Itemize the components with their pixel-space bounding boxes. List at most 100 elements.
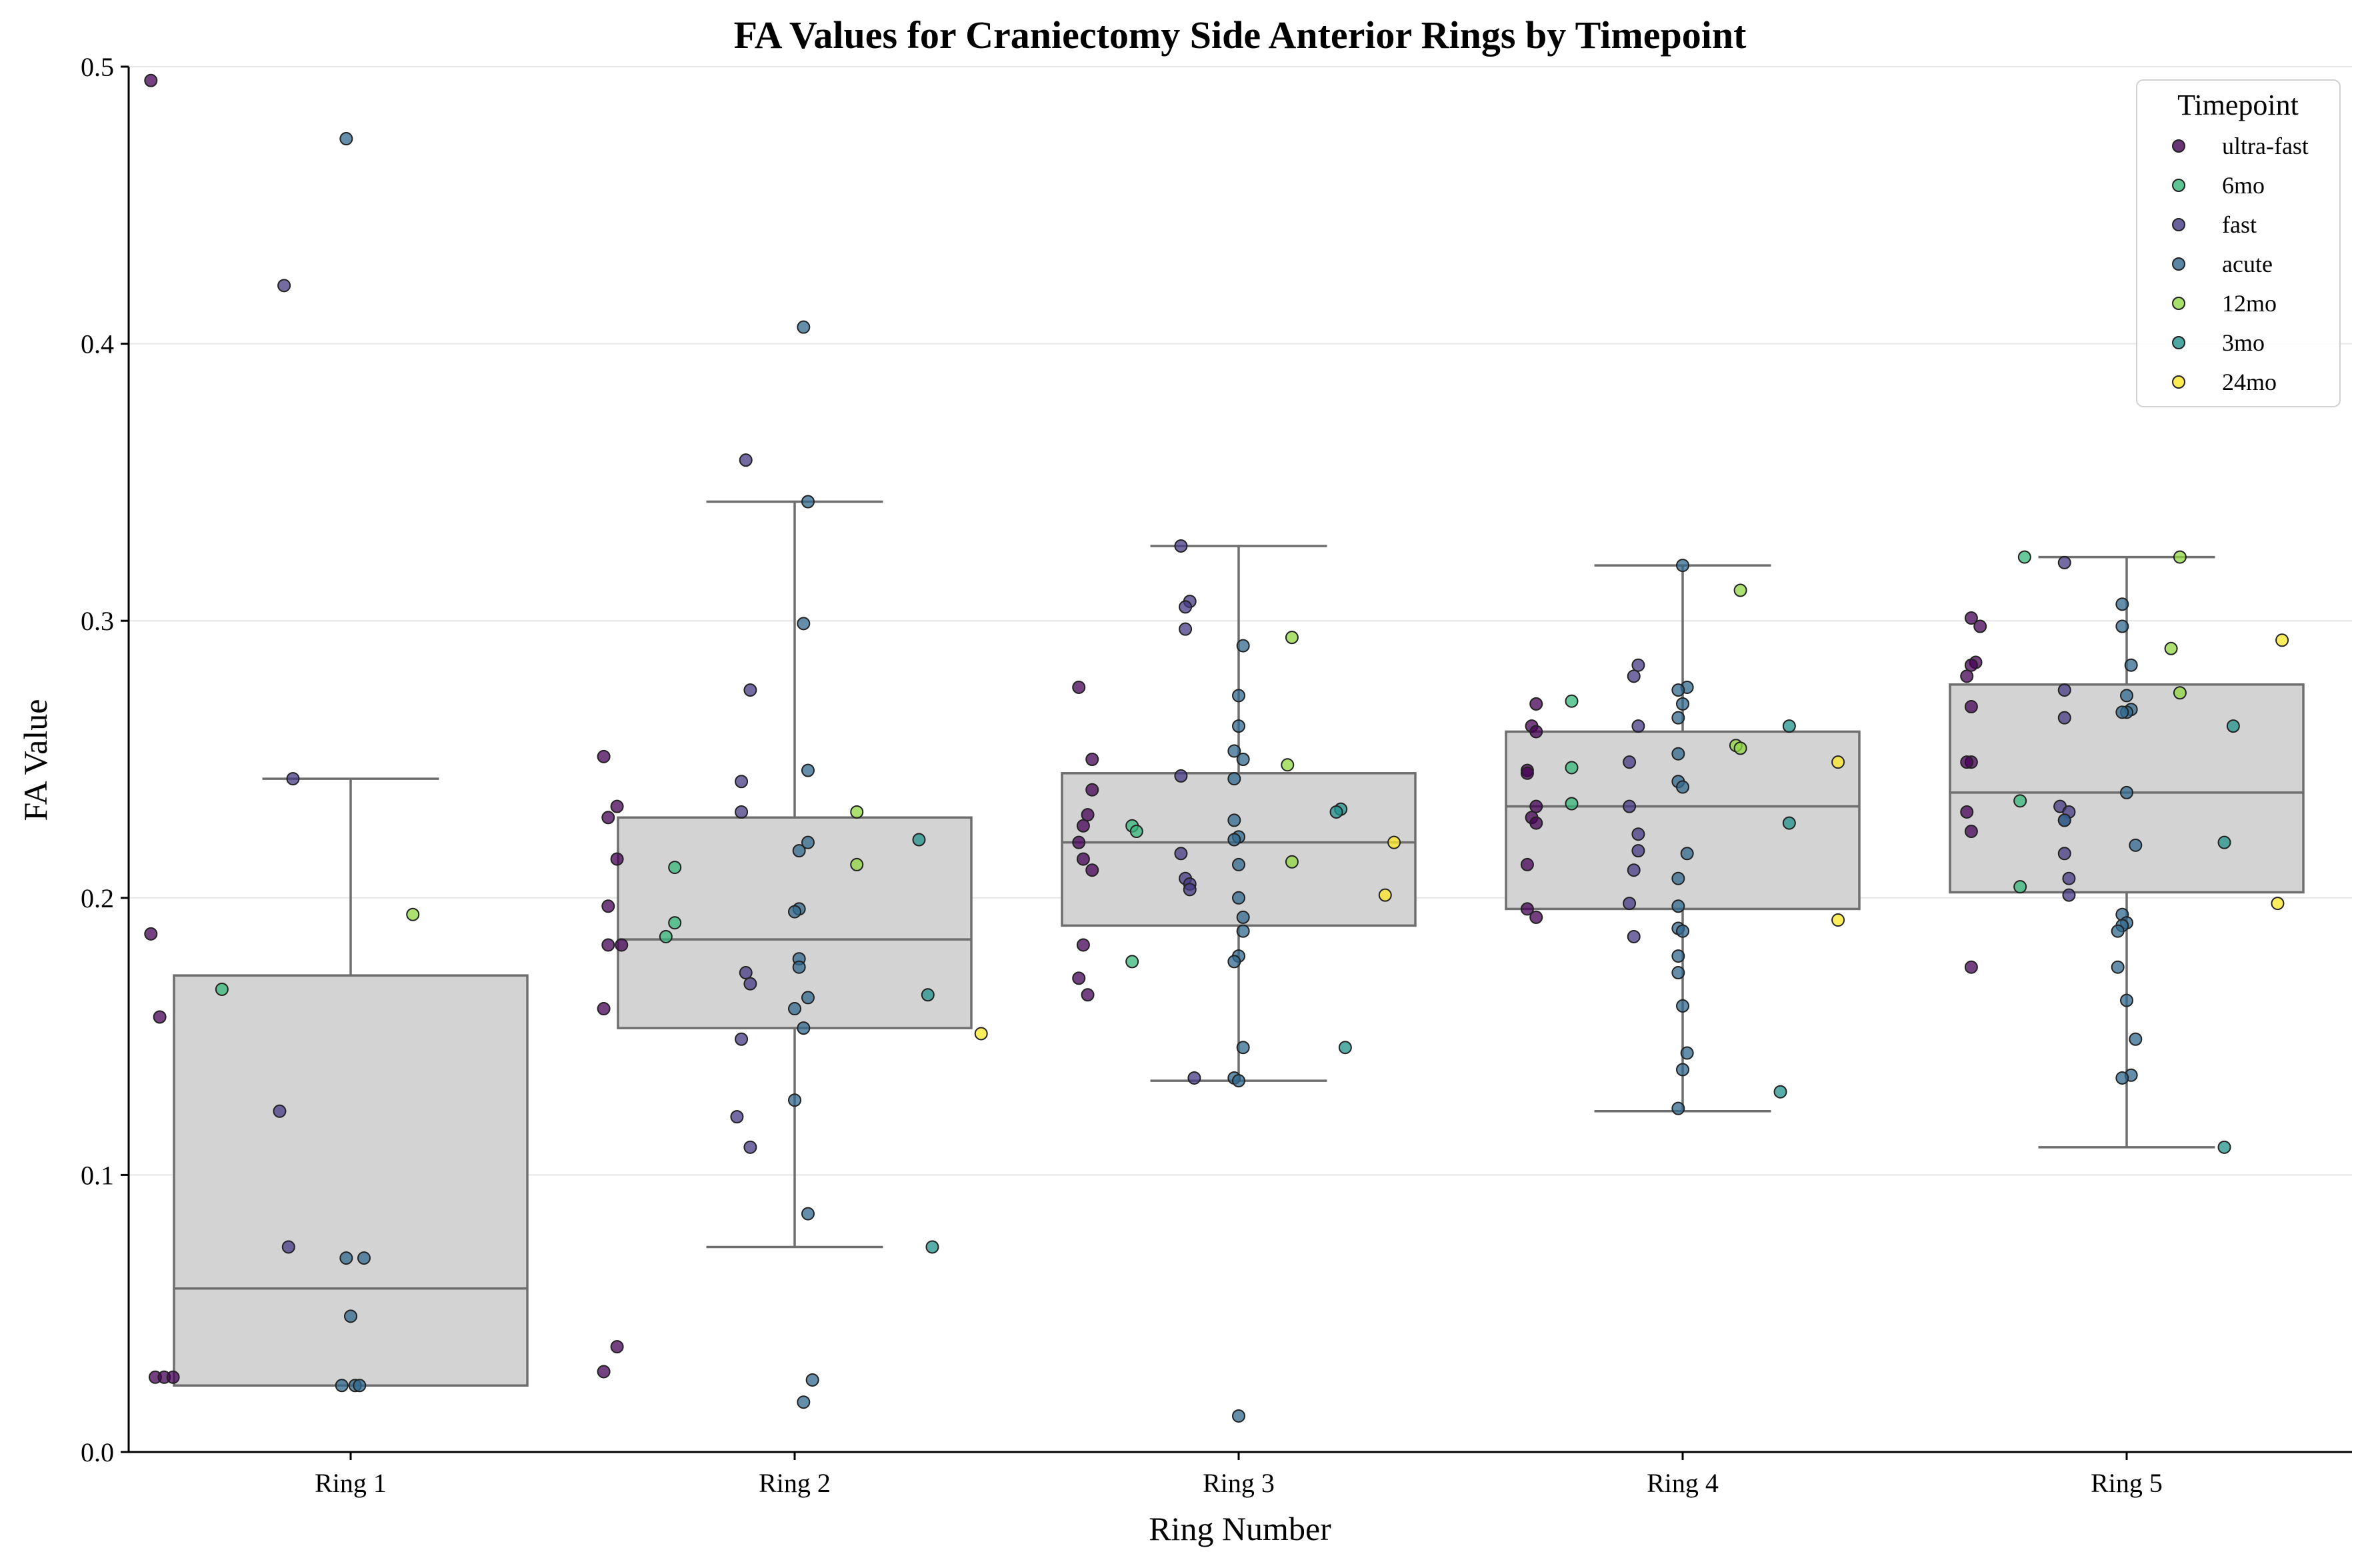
- data-point-ultra-fast: [601, 899, 615, 913]
- legend-entry: fast: [2172, 211, 2257, 238]
- y-tick-label: 0.2: [81, 883, 114, 913]
- data-point-acute: [797, 617, 811, 631]
- y-tick-label: 0.0: [81, 1437, 114, 1467]
- legend-marker: [2172, 179, 2185, 192]
- data-point-3mo: [1329, 805, 1343, 819]
- data-point-3mo: [1773, 1085, 1787, 1099]
- data-point-3mo: [1782, 719, 1796, 733]
- legend-label: 3mo: [2222, 329, 2265, 356]
- data-point-ultra-fast: [1076, 819, 1090, 833]
- data-point-fast: [1631, 719, 1645, 733]
- data-point-24mo: [1378, 888, 1392, 902]
- data-point-ultra-fast: [610, 852, 624, 866]
- data-point-ultra-fast: [1529, 910, 1543, 924]
- data-point-acute: [1671, 899, 1685, 913]
- data-point-acute: [801, 1207, 815, 1221]
- data-point-12mo: [1285, 631, 1299, 645]
- data-point-acute: [1232, 891, 1245, 905]
- data-point-fast: [2057, 711, 2071, 725]
- data-point-24mo: [2271, 897, 2285, 911]
- data-point-12mo: [2173, 686, 2187, 700]
- data-point-3mo: [912, 833, 926, 847]
- data-point-6mo: [1565, 694, 1579, 708]
- x-tick-label: Ring 4: [1647, 1468, 1719, 1498]
- box-3: [1061, 545, 1417, 1082]
- data-point-acute: [792, 960, 806, 974]
- legend-marker: [2172, 336, 2185, 349]
- data-point-ultra-fast: [1085, 783, 1099, 797]
- data-point-acute: [2115, 619, 2129, 633]
- data-point-ultra-fast: [1520, 902, 1534, 916]
- data-point-acute: [805, 1373, 819, 1387]
- data-point-24mo: [1831, 913, 1845, 927]
- data-point-fast: [735, 805, 749, 819]
- data-point-acute: [1232, 719, 1245, 733]
- data-point-ultra-fast: [1081, 808, 1095, 822]
- data-point-12mo: [850, 805, 864, 819]
- data-point-acute: [2129, 838, 2143, 852]
- data-point-24mo: [1387, 835, 1401, 849]
- data-point-acute: [2115, 705, 2129, 719]
- legend-entry: 12mo: [2172, 290, 2277, 317]
- data-point-acute: [1232, 1409, 1245, 1423]
- data-point-ultra-fast: [1960, 669, 1974, 683]
- data-point-6mo: [659, 929, 673, 943]
- data-point-acute: [1680, 1046, 1694, 1060]
- data-point-acute: [1227, 813, 1241, 827]
- data-point-fast: [739, 453, 753, 467]
- data-point-acute: [1671, 949, 1685, 963]
- x-tick-label: Ring 2: [759, 1468, 831, 1498]
- data-point-ultra-fast: [1964, 611, 1978, 625]
- legend-marker: [2172, 375, 2185, 389]
- data-point-fast: [1179, 622, 1193, 636]
- data-point-fast: [2062, 888, 2076, 902]
- legend-label: 24mo: [2222, 369, 2277, 395]
- data-point-ultra-fast: [1072, 835, 1086, 849]
- data-point-fast: [1187, 1071, 1201, 1085]
- data-point-12mo: [1733, 741, 1747, 755]
- boxes: [173, 500, 2305, 1387]
- data-point-acute: [1671, 966, 1685, 980]
- data-point-acute: [1236, 753, 1250, 766]
- data-point-ultra-fast: [144, 927, 158, 941]
- data-point-12mo: [2173, 550, 2187, 564]
- chart-title: FA Values for Craniectomy Side Anterior …: [734, 13, 1747, 57]
- data-point-6mo: [2013, 794, 2027, 808]
- data-point-fast: [1174, 539, 1188, 553]
- data-point-ultra-fast: [1964, 960, 1978, 974]
- data-point-ultra-fast: [1072, 971, 1086, 985]
- data-point-6mo: [1565, 761, 1579, 775]
- data-point-acute: [1236, 1041, 1250, 1055]
- data-point-ultra-fast: [1964, 825, 1978, 839]
- data-point-acute: [1671, 683, 1685, 697]
- x-tick-label: Ring 5: [2091, 1468, 2163, 1498]
- data-point-3mo: [2226, 719, 2240, 733]
- data-point-ultra-fast: [601, 938, 615, 952]
- data-point-ultra-fast: [1520, 857, 1534, 871]
- data-point-3mo: [1782, 816, 1796, 830]
- data-point-acute: [344, 1309, 357, 1323]
- data-point-ultra-fast: [597, 1365, 611, 1379]
- data-point-acute: [2120, 785, 2133, 799]
- data-point-acute: [357, 1251, 371, 1265]
- data-point-fast: [1174, 769, 1188, 783]
- y-axis-label: FA Value: [17, 699, 54, 821]
- data-point-fast: [743, 977, 757, 991]
- data-point-acute: [2111, 960, 2125, 974]
- data-point-fast: [1623, 799, 1637, 813]
- data-point-fast: [1631, 827, 1645, 841]
- data-point-fast: [1179, 600, 1193, 614]
- data-point-6mo: [668, 916, 682, 930]
- data-point-fast: [743, 1140, 757, 1154]
- y-tick-label: 0.5: [81, 52, 114, 82]
- data-point-fast: [273, 1104, 287, 1118]
- gridlines: [129, 66, 2352, 1176]
- data-point-acute: [353, 1379, 367, 1393]
- data-points: [144, 73, 2289, 1423]
- data-point-acute: [1676, 559, 1689, 573]
- data-point-ultra-fast: [615, 938, 629, 952]
- data-point-acute: [801, 763, 815, 777]
- data-point-fast: [2057, 683, 2071, 697]
- data-point-fast: [1627, 863, 1641, 877]
- data-point-acute: [1676, 1063, 1689, 1077]
